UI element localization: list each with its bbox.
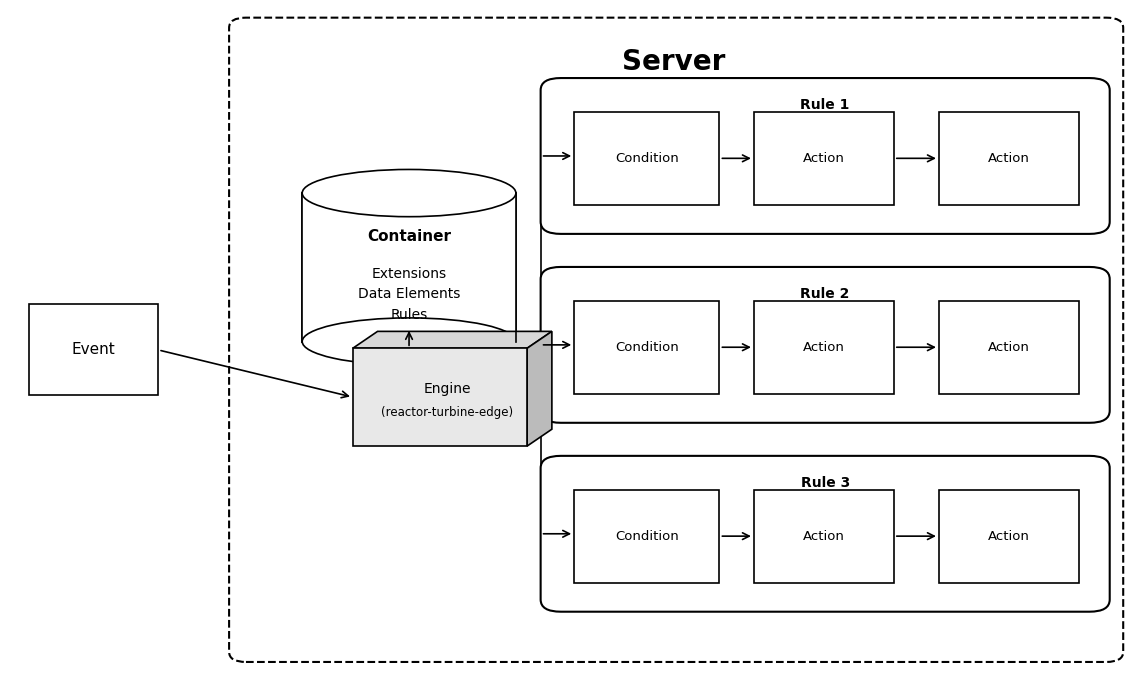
Text: Action: Action — [988, 341, 1030, 354]
Text: Condition: Condition — [615, 152, 679, 165]
Ellipse shape — [303, 169, 516, 217]
Text: Action: Action — [988, 152, 1030, 165]
Text: Engine: Engine — [424, 382, 471, 396]
Text: Action: Action — [803, 341, 845, 354]
Text: Event: Event — [71, 342, 116, 357]
Polygon shape — [352, 331, 552, 348]
FancyBboxPatch shape — [939, 112, 1079, 205]
FancyBboxPatch shape — [574, 301, 719, 394]
Polygon shape — [527, 331, 552, 446]
FancyBboxPatch shape — [540, 456, 1109, 612]
FancyBboxPatch shape — [352, 348, 527, 446]
Text: Container: Container — [367, 229, 451, 245]
Text: Rule 2: Rule 2 — [801, 287, 850, 301]
Text: Rule 3: Rule 3 — [801, 476, 850, 490]
FancyBboxPatch shape — [939, 301, 1079, 394]
FancyBboxPatch shape — [540, 267, 1109, 423]
FancyBboxPatch shape — [753, 112, 894, 205]
Text: Condition: Condition — [615, 529, 679, 542]
FancyBboxPatch shape — [540, 78, 1109, 234]
Text: Action: Action — [803, 152, 845, 165]
FancyBboxPatch shape — [753, 490, 894, 583]
FancyBboxPatch shape — [574, 112, 719, 205]
Text: Rule 1: Rule 1 — [801, 98, 850, 112]
Text: Action: Action — [988, 529, 1030, 542]
Text: Extensions
Data Elements
Rules: Extensions Data Elements Rules — [358, 266, 460, 322]
Text: Condition: Condition — [615, 341, 679, 354]
Text: Server: Server — [622, 48, 725, 76]
FancyBboxPatch shape — [939, 490, 1079, 583]
FancyBboxPatch shape — [753, 301, 894, 394]
FancyBboxPatch shape — [574, 490, 719, 583]
Bar — [303, 193, 516, 342]
FancyBboxPatch shape — [29, 305, 159, 395]
Text: (reactor-turbine-edge): (reactor-turbine-edge) — [382, 406, 513, 419]
Text: Action: Action — [803, 529, 845, 542]
Ellipse shape — [303, 318, 516, 365]
